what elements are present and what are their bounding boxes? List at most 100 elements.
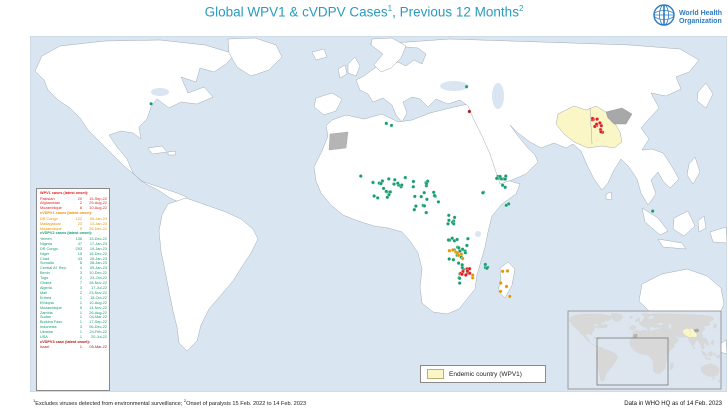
case-dot-cvdpv2	[392, 177, 397, 182]
legend-row: DR Congo 293 19-Jan-23	[40, 246, 107, 251]
case-dots-layer	[149, 84, 655, 299]
case-dot-cvdpv2	[419, 194, 424, 199]
case-dot-cvdpv2	[422, 204, 427, 208]
endemic-legend: Endemic country (WPV1)	[420, 365, 546, 383]
case-dot-cvdpv2	[375, 196, 380, 200]
legend-row: Ethiopia 1 10-Aug-22	[40, 300, 107, 305]
case-dot-cvdpv1	[498, 289, 503, 294]
case-dot-wpv1	[467, 271, 472, 276]
case-dot-cvdpv2	[503, 177, 508, 181]
case-dot-cvdpv2	[372, 194, 376, 198]
case-dot-wpv1	[590, 116, 595, 121]
case-dot-cvdpv2	[149, 101, 153, 106]
legend-row: DR Congo 122 09-Jan-23	[40, 216, 107, 221]
legend-section-header: cVDPV1 cases (latest onset):	[40, 211, 93, 216]
case-dot-cvdpv2	[465, 243, 469, 248]
case-dot-cvdpv2	[447, 257, 452, 261]
case-dot-cvdpv2	[411, 179, 416, 184]
legend-row: Togo 2 24-Oct-22	[40, 276, 107, 281]
case-dot-cvdpv2	[447, 218, 451, 223]
case-dot-cvdpv2	[498, 174, 502, 179]
case-dot-cvdpv2	[460, 247, 465, 252]
case-dot-cvdpv2	[403, 175, 408, 180]
case-dot-cvdpv2	[381, 186, 386, 191]
legend-row: Mozambique 5 14-Nov-22	[40, 305, 107, 310]
case-dot-cvdpv2	[358, 174, 363, 178]
case-dot-cvdpv2	[450, 236, 455, 241]
case-dot-cvdpv2	[379, 181, 383, 186]
case-dot-cvdpv2	[432, 193, 437, 198]
legend-row: Yemen 136 13-Dec-22	[40, 236, 107, 241]
case-dot-wpv1	[465, 269, 470, 273]
legend-row: Israel 1 05-Mar-22	[40, 345, 107, 350]
legend-row: Mozambique 8 10-Aug-22	[40, 206, 107, 211]
case-dot-cvdpv1	[470, 275, 475, 280]
case-dot-cvdpv2	[422, 190, 427, 195]
case-dot-cvdpv2	[424, 181, 429, 186]
case-dot-cvdpv2	[436, 200, 441, 204]
case-dot-cvdpv1	[456, 253, 461, 258]
world-map[interactable]	[29, 35, 728, 393]
case-dot-cvdpv2	[385, 195, 390, 200]
who-emblem-icon	[652, 3, 676, 32]
case-dot-cvdpv2	[411, 184, 416, 189]
case-dot-wpv1	[463, 273, 468, 277]
case-dot-cvdpv2	[425, 197, 429, 202]
case-dot-wpv1	[598, 121, 602, 125]
case-dot-cvdpv2	[494, 176, 499, 181]
case-dot-cvdpv1	[498, 281, 503, 285]
legend-row: Afghanistan 2 29-Aug-22	[40, 201, 107, 206]
endemic-color-swatch	[427, 369, 444, 379]
legend-row: Burkina Faso 1 17-Sep-22	[40, 320, 107, 325]
case-dot-cvdpv2	[389, 123, 394, 128]
case-dot-cvdpv2	[503, 174, 508, 178]
case-dot-cvdpv1	[451, 248, 455, 252]
case-dot-wpv1	[467, 266, 472, 271]
case-dot-cvdpv2	[484, 266, 489, 271]
legend-row: Eritrea 1 18-Oct-22	[40, 295, 107, 300]
legend-row: Mali 2 23-Nov-22	[40, 290, 107, 295]
case-dot-cvdpv2	[451, 257, 456, 262]
legend-row: Benin 3 10-Dec-22	[40, 271, 107, 276]
case-dot-cvdpv2	[466, 236, 470, 241]
case-dot-cvdpv1	[500, 269, 505, 274]
page-title: Global WPV1 & cVDPV Cases1, Previous 12 …	[204, 4, 524, 20]
case-dot-cvdpv2	[455, 237, 459, 242]
case-dot-cvdpv2	[503, 185, 508, 190]
who-name-line1: World Health	[678, 9, 722, 17]
case-dot-wpv1	[592, 124, 597, 129]
case-dot-cvdpv2	[464, 84, 469, 89]
case-dot-cvdpv2	[457, 276, 462, 281]
case-dot-wpv1	[460, 272, 464, 277]
legend-section-header: WPV1 cases (latest onset):	[40, 191, 89, 195]
case-dot-cvdpv1	[505, 269, 510, 273]
case-dot-cvdpv2	[424, 210, 429, 215]
case-dot-cvdpv2	[412, 207, 417, 212]
case-dot-cvdpv2	[457, 281, 462, 285]
case-dot-cvdpv2	[392, 182, 396, 186]
legend-row: Algeria 3 17-Jul-22	[40, 286, 107, 290]
case-dot-cvdpv1	[504, 284, 509, 289]
case-dot-cvdpv2	[463, 250, 468, 255]
legend-row: Madagascar 23 13-Jan-23	[40, 221, 107, 226]
legend-row: Zambia 1 26-Aug-22	[40, 310, 107, 315]
case-dot-cvdpv2	[480, 190, 485, 195]
legend-row: Indonesia 3 06-Dec-22	[40, 325, 107, 330]
case-legend: WPV1 cases (latest onset): Pakistan 20 15-S…	[36, 188, 110, 391]
case-dot-cvdpv2	[414, 204, 418, 208]
inset-map	[567, 310, 722, 390]
case-dot-cvdpv2	[451, 221, 456, 226]
case-dot-cvdpv2	[446, 238, 451, 242]
data-timestamp: Data in WHO HQ as of 14 Feb. 2023	[624, 401, 722, 407]
case-dot-cvdpv2	[456, 246, 461, 250]
case-dot-cvdpv1	[447, 248, 452, 253]
case-dot-cvdpv2	[387, 192, 391, 197]
case-dot-cvdpv2	[460, 262, 465, 267]
case-dot-cvdpv2	[446, 221, 450, 226]
legend-row: Ukraine 1 24-Feb-22	[40, 330, 107, 335]
case-dot-cvdpv1	[507, 294, 512, 299]
case-dot-cvdpv2	[650, 209, 655, 213]
case-dot-cvdpv2	[456, 261, 461, 265]
legend-row: Central Af. Rep. 4 05-Jan-23	[40, 266, 107, 271]
legend-row: Somalia 8 08-Jan-23	[40, 261, 107, 266]
